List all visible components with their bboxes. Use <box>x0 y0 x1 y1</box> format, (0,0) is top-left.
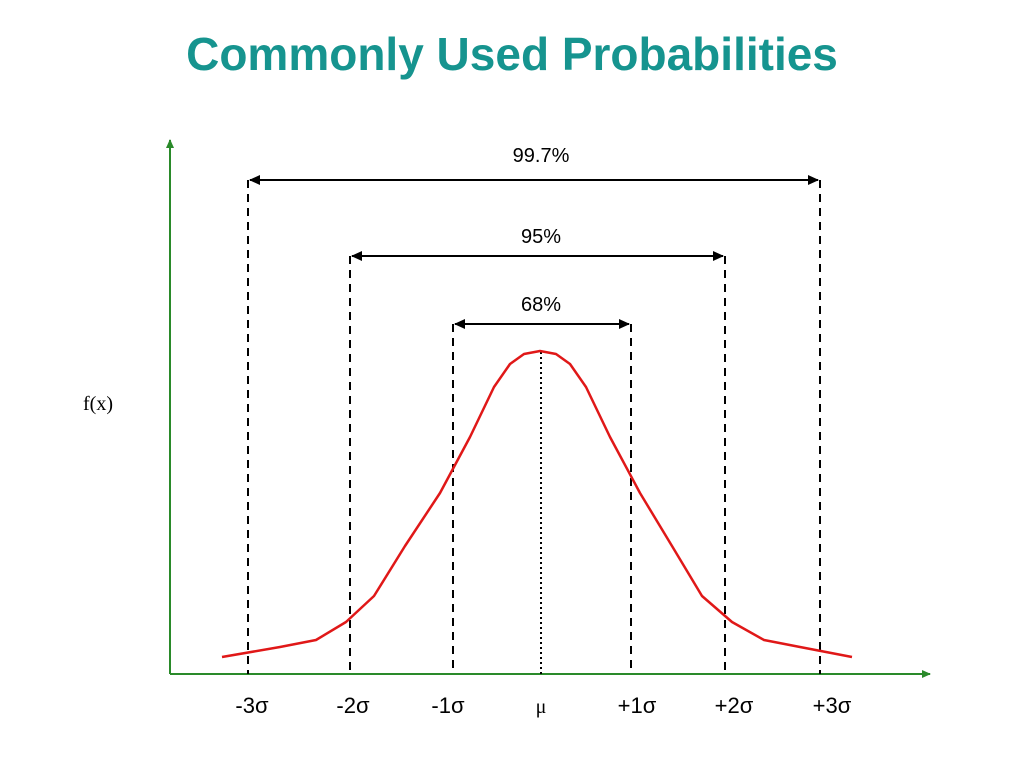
x-tick-minus-1-sigma: -1σ <box>431 693 465 718</box>
y-axis-label: f(x) <box>83 393 113 415</box>
x-tick-minus-3-sigma: -3σ <box>235 693 269 718</box>
x-tick-plus-2-sigma: +2σ <box>715 693 754 718</box>
interval-label-99-7: 99.7% <box>513 145 570 167</box>
x-tick-minus-2-sigma: -2σ <box>336 693 370 718</box>
normal-curve <box>221 349 853 659</box>
slide-title: Commonly Used Probabilities <box>186 28 838 80</box>
interval-label-95: 95% <box>521 226 561 248</box>
interval-label-68: 68% <box>521 294 561 316</box>
x-tick-plus-1-sigma: +1σ <box>618 693 657 718</box>
sigma-guides <box>247 180 821 674</box>
x-tick-plus-3-sigma: +3σ <box>813 693 852 718</box>
x-tick-labels: -3σ -2σ -1σ μ +1σ +2σ +3σ <box>235 693 851 718</box>
x-tick-mu: μ <box>536 696 547 718</box>
